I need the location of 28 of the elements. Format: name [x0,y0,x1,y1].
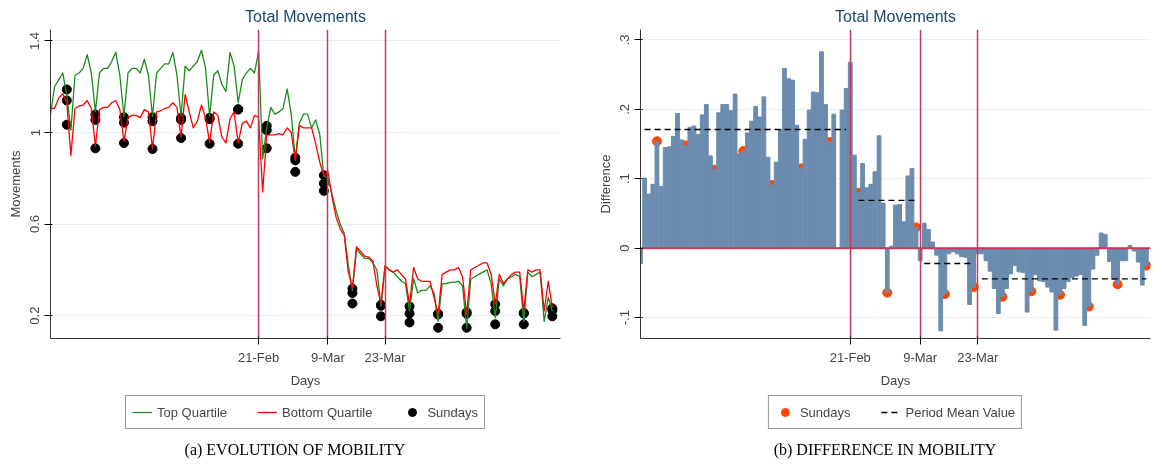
x-tick-label: 9-Mar [310,349,346,365]
text: (a) EVOLUTION OF MOBILITY [184,440,406,461]
x-tick-label: 21-Feb [829,349,871,365]
y-tick-label: .3 [617,34,633,46]
x-tick-label: 21-Feb [237,349,280,365]
legend-label: Top Quartile [156,404,228,420]
y-tick-label: 0.2 [27,306,43,325]
y-tick-label: 1 [27,128,43,137]
x-tick-label: 23-Mar [364,349,407,365]
x-axis-title: Days [290,372,321,388]
x-tick-label: 23-Mar [957,349,1000,365]
y-axis-title: Movements [7,149,23,218]
y-tick-label: -.1 [617,310,633,326]
x-axis-title: Days [880,372,911,388]
y-tick-label: 0 [617,244,633,252]
chart-title: Total Movements [835,7,956,25]
y-tick-label: 0.6 [27,215,43,234]
legend-label: Sundays [427,404,479,420]
y-tick-label: .1 [617,173,633,185]
chart-title: Total Movements [245,7,366,25]
y-tick-label: 1.4 [27,31,43,50]
legend-label: Period Mean Value [905,404,1016,420]
x-tick-label: 9-Mar [903,349,938,365]
legend-label: Sundays [799,404,851,420]
text: (b) DIFFERENCE IN MOBILITY [773,440,997,461]
y-axis-title: Difference [597,154,613,214]
legend-label: Bottom Quartile [282,404,373,420]
y-tick-label: .2 [617,103,633,115]
